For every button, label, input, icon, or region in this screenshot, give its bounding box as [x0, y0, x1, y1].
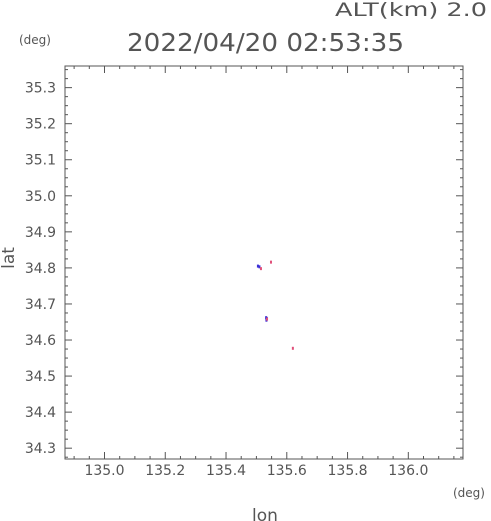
data-point: [266, 317, 269, 321]
y-tick-label: 34.9: [25, 225, 56, 241]
x-tick-label: 136.0: [388, 463, 428, 479]
x-tick-label: 135.2: [145, 463, 185, 479]
y-tick-label: 34.7: [25, 297, 56, 313]
y-tick-label: 34.8: [25, 261, 56, 277]
y-axis-unit: (deg): [19, 33, 51, 47]
x-tick-label: 135.4: [206, 463, 246, 479]
plot-frame: [64, 65, 464, 460]
chart-subtitle: ALT(km) 2.0: [335, 0, 487, 21]
y-tick-label: 35.3: [25, 81, 56, 97]
data-point: [258, 265, 261, 269]
x-tick-label: 135.6: [267, 463, 307, 479]
x-tick-label: 135.0: [84, 463, 124, 479]
data-point: [259, 267, 262, 271]
y-tick-label: 34.3: [25, 441, 56, 457]
y-axis-label: lat: [0, 247, 19, 269]
data-point: [291, 346, 294, 350]
y-tick-label: 35.1: [25, 153, 56, 169]
y-tick-label: 34.5: [25, 369, 56, 385]
chart-title: 2022/04/20 02:53:35: [127, 28, 404, 57]
y-tick-label: 35.0: [25, 189, 56, 205]
y-tick-label: 35.2: [25, 117, 56, 133]
x-axis-label: lon: [252, 506, 278, 521]
y-tick-label: 34.6: [25, 333, 56, 349]
y-tick-label: 34.4: [25, 405, 56, 421]
data-point: [269, 260, 272, 264]
data-points: [256, 260, 294, 350]
data-point: [256, 264, 259, 268]
x-tick-label: 135.8: [328, 463, 368, 479]
x-axis-unit: (deg): [453, 486, 485, 500]
axis-ticks: 135.0 135.2 135.4 135.6 135.8 136.0 34.3 34.4 34…: [25, 66, 463, 479]
